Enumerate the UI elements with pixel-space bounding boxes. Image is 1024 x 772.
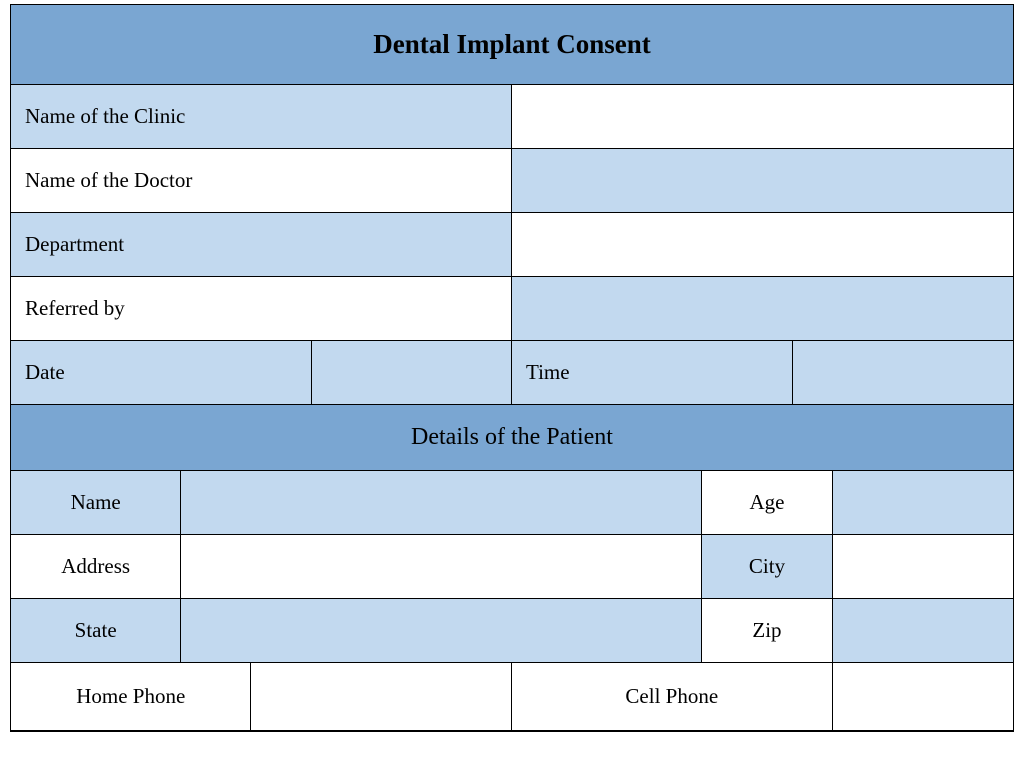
consent-form: Dental Implant Consent Name of the Clini… — [10, 4, 1014, 732]
department-label: Department — [11, 213, 512, 277]
age-value[interactable] — [833, 471, 1013, 535]
state-zip-row: State Zip — [11, 599, 1013, 663]
name-label: Name — [11, 471, 181, 535]
home-phone-label: Home Phone — [11, 663, 251, 731]
date-time-row: Date Time — [11, 341, 1013, 405]
state-value[interactable] — [181, 599, 702, 663]
home-phone-value[interactable] — [251, 663, 512, 731]
address-label: Address — [11, 535, 181, 599]
patient-section-row: Details of the Patient — [11, 405, 1013, 471]
date-label: Date — [11, 341, 312, 405]
department-row: Department — [11, 213, 1013, 277]
patient-section-title: Details of the Patient — [11, 405, 1013, 471]
referred-value[interactable] — [512, 277, 1013, 341]
time-label: Time — [512, 341, 793, 405]
department-value[interactable] — [512, 213, 1013, 277]
city-label: City — [702, 535, 832, 599]
age-label: Age — [702, 471, 832, 535]
time-value[interactable] — [793, 341, 1013, 405]
doctor-value[interactable] — [512, 149, 1013, 213]
phone-row: Home Phone Cell Phone — [11, 663, 1013, 731]
clinic-value[interactable] — [512, 85, 1013, 149]
city-value[interactable] — [833, 535, 1013, 599]
clinic-label: Name of the Clinic — [11, 85, 512, 149]
zip-label: Zip — [702, 599, 832, 663]
referred-row: Referred by — [11, 277, 1013, 341]
address-value[interactable] — [181, 535, 702, 599]
zip-value[interactable] — [833, 599, 1013, 663]
name-age-row: Name Age — [11, 471, 1013, 535]
cell-phone-label: Cell Phone — [512, 663, 833, 731]
date-value[interactable] — [312, 341, 512, 405]
cell-phone-value[interactable] — [833, 663, 1013, 731]
form-title: Dental Implant Consent — [11, 5, 1013, 85]
address-city-row: Address City — [11, 535, 1013, 599]
referred-label: Referred by — [11, 277, 512, 341]
doctor-row: Name of the Doctor — [11, 149, 1013, 213]
clinic-row: Name of the Clinic — [11, 85, 1013, 149]
doctor-label: Name of the Doctor — [11, 149, 512, 213]
title-row: Dental Implant Consent — [11, 5, 1013, 85]
name-value[interactable] — [181, 471, 702, 535]
state-label: State — [11, 599, 181, 663]
